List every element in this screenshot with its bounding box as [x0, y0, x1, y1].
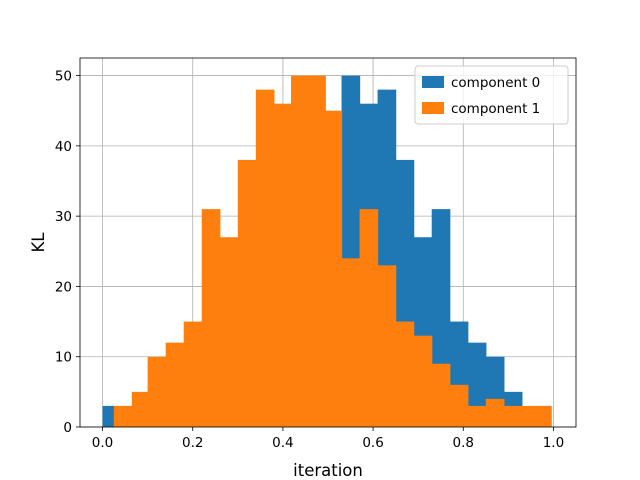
x-tick-label: 0.0 [92, 435, 113, 451]
histogram-bar [341, 258, 361, 427]
x-tick-label: 0.2 [182, 435, 203, 451]
axes-frame [79, 57, 577, 428]
histogram-bar [102, 405, 115, 427]
ticks: 0.0 0.2 0.4 0.6 0.8 1.0 0 10 20 30 40 50 [55, 69, 564, 451]
legend-label: component 1 [451, 101, 540, 117]
histogram-bar [291, 75, 309, 428]
histogram-bar [467, 405, 487, 427]
histogram-bar [395, 321, 415, 427]
histogram-bar [308, 75, 326, 428]
histogram-bar [521, 405, 552, 427]
histogram-bar [413, 335, 433, 427]
x-axis-label: iteration [293, 461, 363, 480]
legend: component 0 component 1 [414, 65, 569, 125]
legend-swatch [422, 102, 444, 114]
y-tick-label: 0 [63, 420, 72, 436]
histogram-bar [165, 342, 185, 427]
histogram-bar [255, 89, 275, 427]
histogram-bar [359, 209, 379, 427]
legend-swatch [422, 76, 444, 88]
histogram-bar [273, 103, 292, 427]
x-tick-label: 0.8 [453, 435, 474, 451]
y-tick-label: 40 [55, 139, 72, 155]
legend-label: component 0 [451, 75, 540, 91]
series-1 [113, 75, 552, 428]
histogram-bar [219, 237, 239, 427]
legend-box [414, 65, 569, 125]
histogram-bar [201, 209, 221, 427]
histogram-bar [131, 391, 149, 427]
y-axis-label: KL [29, 232, 48, 253]
histogram-bar [183, 321, 203, 427]
histogram-bar [503, 405, 523, 427]
y-tick-label: 10 [55, 350, 72, 366]
bars [102, 75, 552, 428]
histogram-bar [325, 110, 343, 427]
histogram-bar [431, 363, 451, 427]
y-tick-label: 20 [55, 279, 72, 295]
histogram-bar [147, 356, 167, 427]
x-tick-label: 0.6 [362, 435, 383, 451]
histogram-bar [237, 159, 257, 427]
x-tick-label: 0.4 [272, 435, 293, 451]
histogram-bar [485, 398, 505, 427]
y-tick-label: 30 [55, 209, 72, 225]
histogram-bar [113, 405, 133, 427]
histogram-bar [377, 265, 397, 427]
y-tick-label: 50 [55, 69, 72, 85]
x-tick-label: 1.0 [543, 435, 564, 451]
histogram-bar [449, 384, 469, 427]
